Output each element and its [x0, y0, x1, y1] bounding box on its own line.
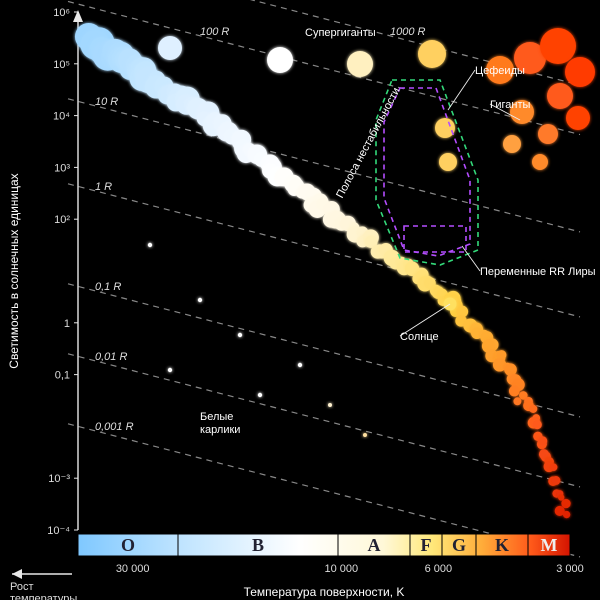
- star-main-seq: [552, 476, 561, 485]
- star-supergiants: [418, 40, 446, 68]
- radius-label: 0,1 R: [95, 281, 121, 293]
- annotation: Цефеиды: [475, 65, 525, 77]
- annotation: Переменные RR Лиры: [480, 266, 596, 278]
- spectral-class-label: B: [252, 535, 264, 555]
- star-supergiants: [347, 51, 373, 77]
- star-white_dwarfs: [258, 393, 262, 397]
- y-tick-label: 10⁻⁴: [47, 525, 70, 537]
- y-tick-label: 10⁴: [53, 111, 70, 123]
- x-axis-label: Температура поверхности, K: [244, 585, 405, 599]
- annotation: Супергиганты: [305, 27, 376, 39]
- star-white_dwarfs: [298, 363, 302, 367]
- y-tick-label: 10²: [54, 214, 70, 226]
- star-main-seq: [538, 436, 547, 445]
- temp-arrow-label: Рост: [10, 581, 34, 593]
- annotation: Гиганты: [490, 99, 530, 111]
- star-supergiants: [158, 36, 182, 60]
- spectral-class-label: K: [495, 535, 509, 555]
- y-tick-label: 10³: [54, 162, 70, 174]
- x-tick-label: 30 000: [116, 563, 150, 575]
- star-white_dwarfs: [328, 403, 332, 407]
- star-giants: [547, 83, 573, 109]
- radius-label: 0,001 R: [95, 421, 134, 433]
- star-main-seq: [529, 405, 537, 413]
- annotation: Белые: [200, 411, 233, 423]
- star-giants: [540, 28, 576, 64]
- star-supergiants: [267, 47, 293, 73]
- y-axis-label: Светимость в солнечных единицах: [7, 173, 21, 368]
- star-giants: [439, 153, 457, 171]
- annotation: Солнце: [400, 331, 439, 343]
- spectral-class-label: A: [368, 535, 381, 555]
- star-white_dwarfs: [238, 333, 242, 337]
- star-white_dwarfs: [363, 433, 367, 437]
- radius-label: 100 R: [200, 26, 229, 38]
- spectral-class-label: F: [421, 535, 432, 555]
- radius-label: 1000 R: [390, 26, 426, 38]
- star-giants: [565, 57, 595, 87]
- radius-label: 1 R: [95, 181, 112, 193]
- y-tick-label: 10⁵: [53, 59, 70, 71]
- star-white_dwarfs: [198, 298, 202, 302]
- radius-label: 10 R: [95, 96, 118, 108]
- star-giants: [503, 135, 521, 153]
- y-tick-label: 10⁻³: [48, 473, 70, 485]
- star-main-seq: [509, 386, 520, 397]
- y-tick-label: 1: [64, 318, 70, 330]
- star-main-seq: [497, 350, 507, 360]
- star-main-seq: [550, 463, 558, 471]
- spectral-class-label: M: [541, 535, 558, 555]
- star-white_dwarfs: [168, 368, 172, 372]
- star-main-seq: [561, 499, 570, 508]
- star-main-seq: [533, 420, 542, 429]
- star-main-seq: [563, 511, 570, 518]
- temp-arrow-label: температуры: [10, 593, 77, 600]
- spectral-class-label: O: [121, 535, 135, 555]
- y-tick-label: 0,1: [55, 370, 70, 382]
- y-tick-label: 10⁶: [53, 7, 70, 19]
- star-giants: [566, 106, 590, 130]
- x-tick-label: 6 000: [425, 563, 453, 575]
- star-giants: [532, 154, 548, 170]
- spectral-class-label: G: [452, 535, 466, 555]
- star-white_dwarfs: [148, 243, 152, 247]
- chart-bg: [0, 0, 600, 600]
- x-tick-label: 3 000: [556, 563, 584, 575]
- radius-label: 0,01 R: [95, 351, 127, 363]
- annotation: карлики: [200, 424, 240, 436]
- star-main-seq: [513, 397, 521, 405]
- x-tick-label: 10 000: [324, 563, 358, 575]
- star-giants: [538, 124, 558, 144]
- star-giants: [435, 118, 455, 138]
